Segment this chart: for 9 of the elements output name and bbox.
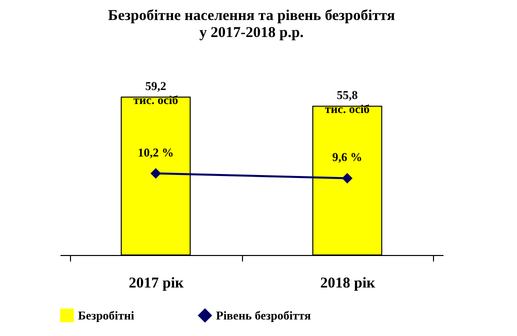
legend-label: Безробітні: [78, 308, 135, 322]
data-label: 55,8 тис. осіб: [324, 88, 370, 116]
data-label: 9,6 %: [332, 150, 362, 164]
x-tick-label: 2017 рік: [128, 276, 184, 292]
chart-title: Безробітне населення та рівень безробіття у 2017-2018 р.р.: [108, 8, 395, 42]
data-label: 10,2 %: [138, 145, 174, 160]
x-tick-label: 2018 рік: [320, 276, 376, 292]
data-label: 59,2 тис. осіб: [133, 79, 178, 108]
legend-label: Рівень безробіття: [216, 308, 312, 322]
